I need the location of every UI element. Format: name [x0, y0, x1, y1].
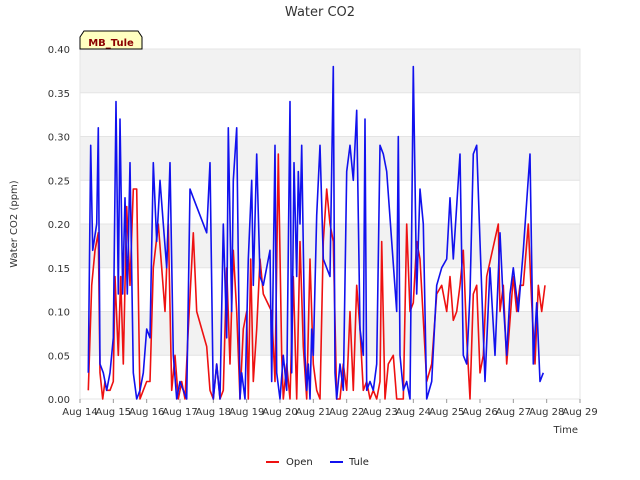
plot-band	[80, 49, 580, 93]
y-axis-label: Water CO2 (ppm)	[9, 180, 20, 267]
x-tick-label: Aug 14	[62, 407, 97, 418]
y-tick-label: 0.05	[48, 351, 70, 362]
series-layer	[87, 65, 546, 400]
x-tick-label: Aug 29	[562, 407, 597, 418]
plot-frame	[79, 48, 581, 400]
x-tick-label: Aug 23	[362, 407, 397, 418]
series-line-open	[87, 153, 546, 400]
x-tick-label: Aug 17	[162, 407, 197, 418]
plot-band	[80, 136, 580, 181]
legend: Open Tule	[266, 457, 369, 468]
x-tick-label: Aug 22	[329, 407, 364, 418]
site-tag: MB_Tule	[79, 30, 143, 50]
y-tick-label: 0.40	[48, 45, 70, 56]
x-tick-label: Aug 28	[529, 407, 564, 418]
plot-band	[80, 355, 580, 399]
site-tag-box	[79, 30, 143, 50]
x-tick-label: Aug 15	[96, 407, 131, 418]
x-tick-label: Aug 20	[262, 407, 297, 418]
y-tick-label: 0.25	[48, 176, 70, 187]
x-tick-label: Aug 19	[229, 407, 264, 418]
site-tag-label: MB_Tule	[88, 38, 134, 49]
x-tick-label: Aug 21	[296, 407, 331, 418]
legend-label-tule: Tule	[348, 457, 369, 468]
x-tick-label: Aug 26	[462, 407, 497, 418]
y-tick-label: 0.35	[48, 89, 70, 100]
plot-band	[80, 92, 580, 137]
series-line-tule	[87, 65, 545, 400]
x-tick-label: Aug 27	[496, 407, 531, 418]
y-tick-label: 0.15	[48, 264, 70, 275]
legend-label-open: Open	[286, 457, 313, 468]
y-tick-label: 0.10	[48, 308, 70, 319]
x-tick-label: Aug 24	[396, 407, 431, 418]
y-tick-label: 0.20	[48, 220, 70, 231]
x-tick-label: Aug 18	[196, 407, 231, 418]
y-tick-label: 0.30	[48, 133, 70, 144]
x-tick-label: Aug 16	[129, 407, 164, 418]
x-tick-label: Aug 25	[429, 407, 464, 418]
x-axis-label: Time	[553, 425, 578, 436]
y-axis: 0.00 0.05 0.10 0.15 0.20 0.25 0.30 0.35 0.40	[48, 45, 70, 406]
y-tick-label: 0.00	[48, 395, 70, 406]
chart-title: Water CO2	[285, 5, 355, 20]
